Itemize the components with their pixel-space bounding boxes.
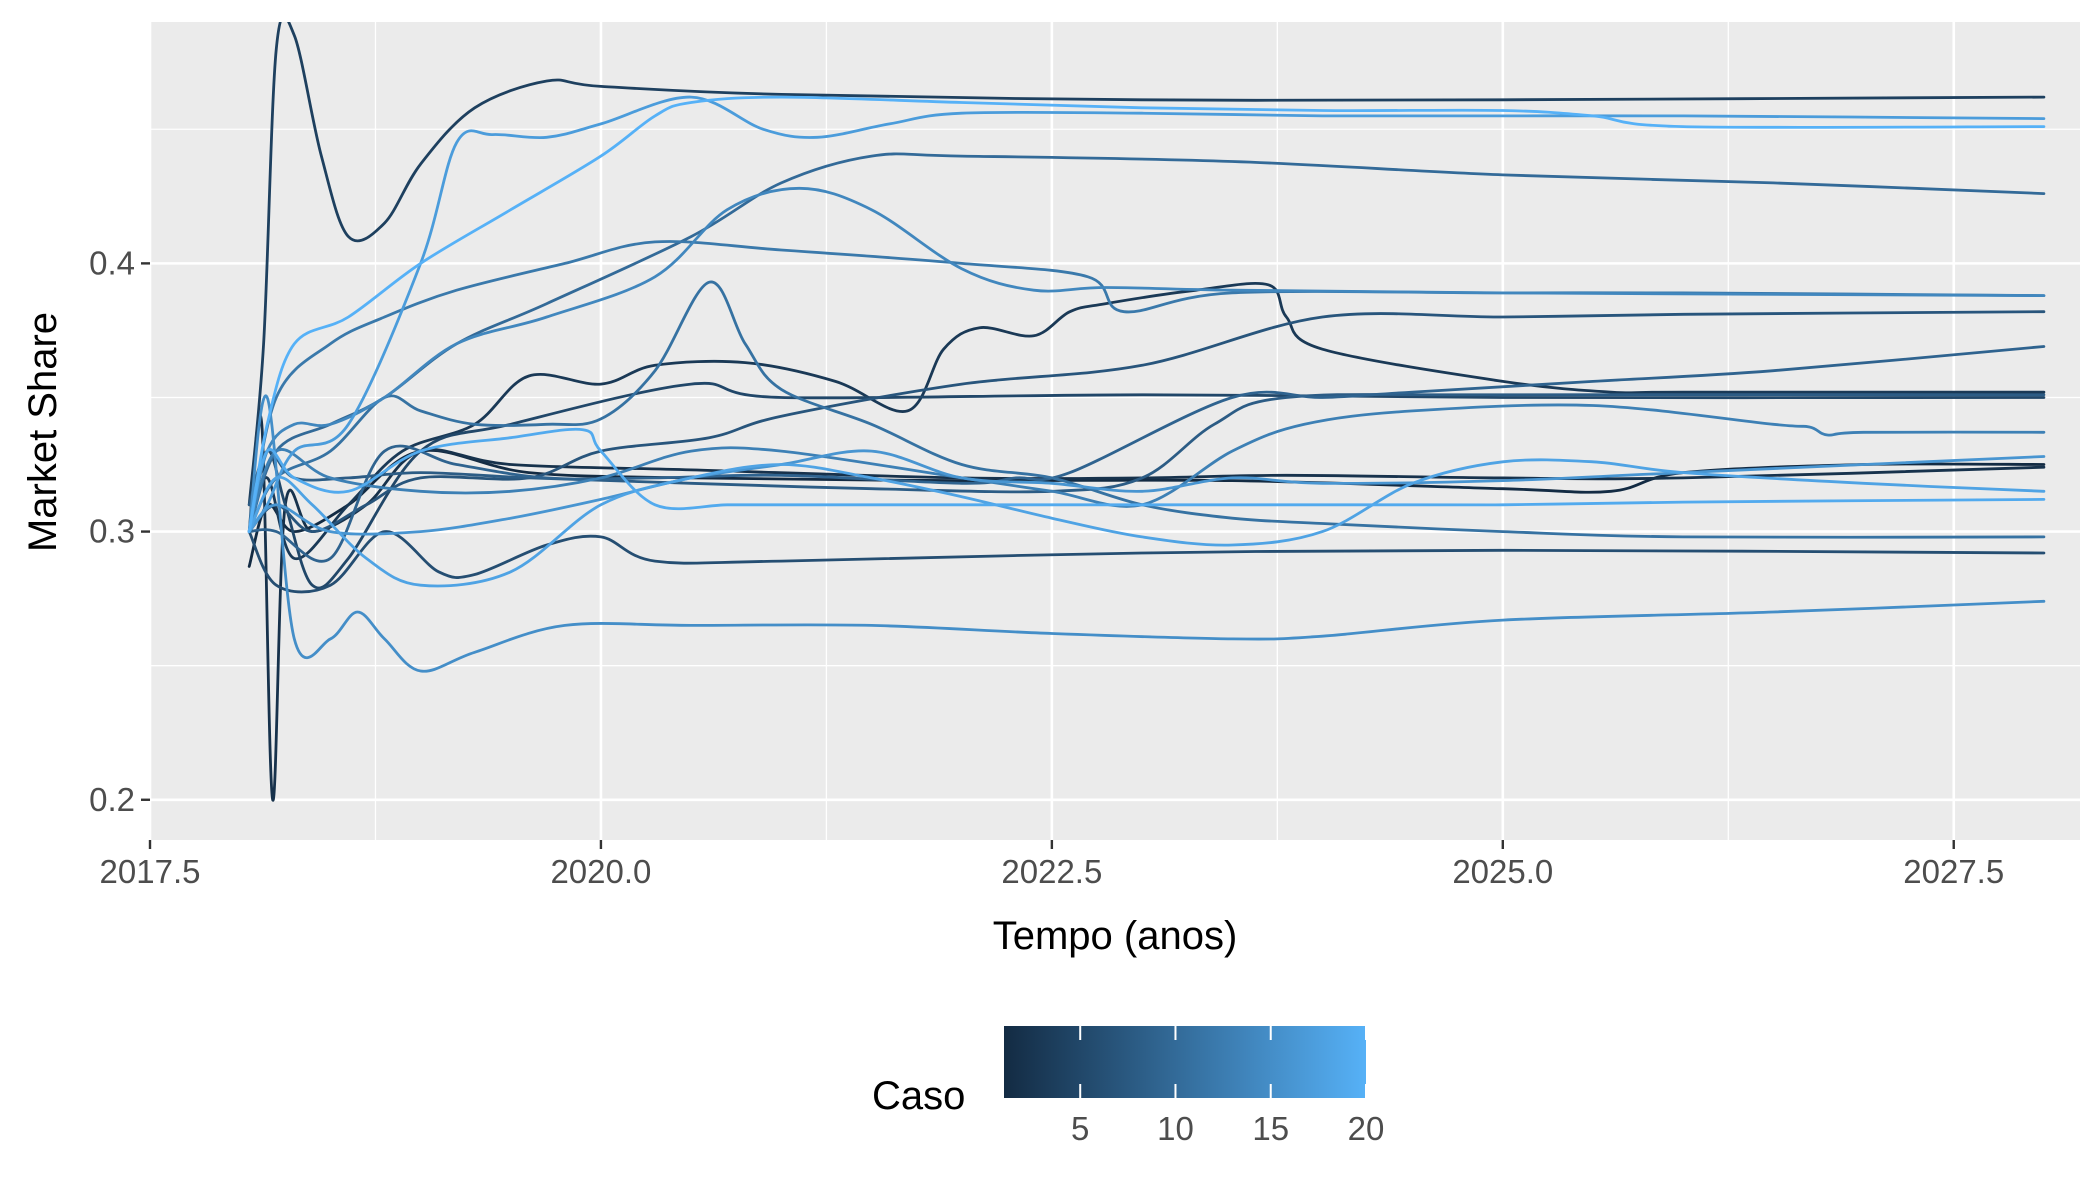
series-lines: [247, 22, 2046, 802]
series-line-caso-17: [247, 95, 2046, 533]
legend-break-label: 15: [1252, 1110, 1289, 1147]
x-tick-label: 2020.0: [550, 853, 651, 890]
series-line-caso-7: [247, 310, 2046, 533]
series-line-caso-14: [247, 186, 2046, 533]
legend: Caso 5 10 15 20: [872, 1026, 1384, 1147]
legend-break-label: 20: [1348, 1110, 1385, 1147]
series-line-caso-20: [247, 95, 2046, 533]
y-tick-label: 0.2: [89, 781, 135, 818]
y-tick-label: 0.4: [89, 244, 135, 281]
grid-minor: [150, 22, 2080, 935]
series-line-caso-19: [247, 427, 2046, 533]
series-line-caso-16: [247, 449, 2046, 536]
y-axis-title: Market Share: [21, 312, 65, 552]
x-tick-label: 2027.5: [1903, 853, 2004, 890]
legend-ticks: 5 10 15 20: [1071, 1026, 1384, 1147]
x-tick-label: 2025.0: [1452, 853, 1553, 890]
series-line-caso-3: [247, 281, 2046, 560]
series-line-caso-4: [247, 22, 2046, 507]
x-tick-label: 2017.5: [100, 853, 201, 890]
legend-title: Caso: [872, 1074, 965, 1118]
plot-panel: [150, 22, 2080, 840]
series-line-caso-6: [247, 530, 2046, 594]
series-line-caso-18: [247, 458, 2046, 588]
series-line-caso-15: [247, 394, 2046, 673]
legend-break-label: 5: [1071, 1110, 1089, 1147]
series-line-caso-2: [247, 413, 2046, 802]
y-tick-label: 0.3: [89, 513, 135, 550]
series-line-caso-11: [247, 280, 2046, 539]
series-line-caso-5: [247, 381, 2046, 590]
x-axis-title: Tempo (anos): [993, 914, 1238, 958]
legend-break-label: 10: [1157, 1110, 1194, 1147]
x-tick-label: 2022.5: [1001, 853, 1102, 890]
y-axis: 0.2 0.3 0.4: [89, 244, 150, 818]
x-axis: 2017.5 2020.0 2022.5 2025.0 2027.5: [100, 840, 2004, 890]
legend-colorbar: [1004, 1026, 1366, 1098]
